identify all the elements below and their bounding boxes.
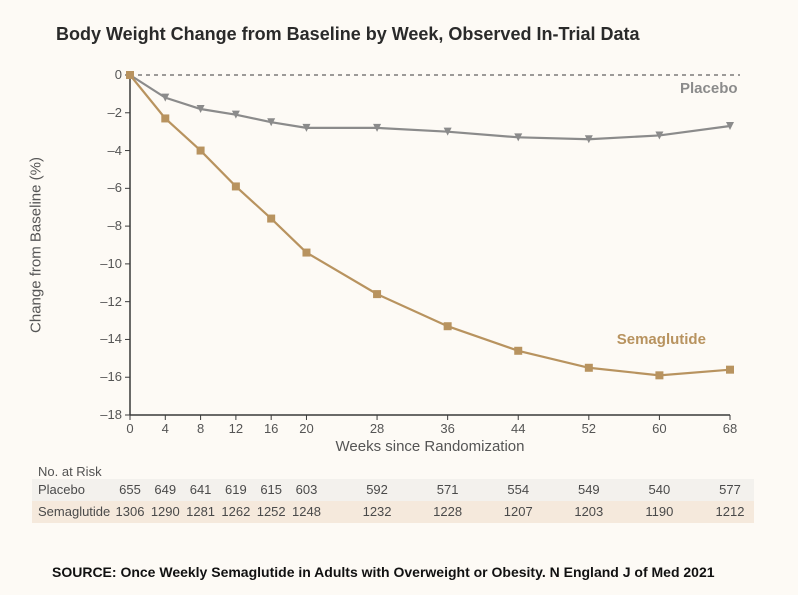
y-tick-label: –8 — [90, 218, 122, 233]
y-tick-label: 0 — [90, 67, 122, 82]
semaglutide-marker — [126, 71, 134, 79]
x-tick-label: 68 — [723, 421, 737, 436]
y-tick-label: –6 — [90, 180, 122, 195]
y-tick-label: –18 — [90, 407, 122, 422]
risk-cell: 1248 — [292, 504, 321, 519]
risk-cell: 1203 — [574, 504, 603, 519]
x-axis-label: Weeks since Randomization — [336, 438, 525, 455]
placebo-series-label: Placebo — [680, 80, 738, 97]
semaglutide-series-label: Semaglutide — [617, 331, 706, 348]
y-axis-label: Change from Baseline (%) — [28, 157, 45, 333]
x-tick-label: 44 — [511, 421, 525, 436]
risk-cell: 1262 — [221, 504, 250, 519]
risk-cell: 603 — [296, 482, 318, 497]
semaglutide-marker — [585, 364, 593, 372]
semaglutide-marker — [373, 290, 381, 298]
x-tick-label: 36 — [440, 421, 454, 436]
x-tick-label: 16 — [264, 421, 278, 436]
risk-cell: 1190 — [645, 504, 673, 519]
placebo-line — [130, 75, 730, 139]
risk-cell: 641 — [190, 482, 212, 497]
risk-cell: 554 — [507, 482, 529, 497]
plot-area — [130, 75, 730, 415]
semaglutide-marker — [726, 366, 734, 374]
x-tick-label: 60 — [652, 421, 666, 436]
semaglutide-marker — [232, 182, 240, 190]
risk-cell: 577 — [719, 482, 741, 497]
risk-cell: 615 — [260, 482, 282, 497]
semaglutide-marker — [197, 147, 205, 155]
risk-cell: 1212 — [716, 504, 745, 519]
x-tick-label: 20 — [299, 421, 313, 436]
x-tick-label: 12 — [229, 421, 243, 436]
y-tick-label: –10 — [90, 256, 122, 271]
risk-cell: 1232 — [363, 504, 392, 519]
risk-cell: 549 — [578, 482, 600, 497]
risk-cell: 1207 — [504, 504, 533, 519]
risk-cell: 655 — [119, 482, 141, 497]
risk-cell: 540 — [649, 482, 671, 497]
risk-table-header: No. at Risk — [38, 464, 102, 479]
x-tick-label: 52 — [582, 421, 596, 436]
y-tick-label: –16 — [90, 369, 122, 384]
risk-cell: 1306 — [116, 504, 145, 519]
chart-svg — [130, 75, 750, 425]
risk-row-label: Placebo — [38, 482, 85, 497]
semaglutide-marker — [444, 322, 452, 330]
y-tick-label: –12 — [90, 294, 122, 309]
chart-title: Body Weight Change from Baseline by Week… — [56, 24, 639, 45]
figure-container: Body Weight Change from Baseline by Week… — [0, 0, 798, 595]
risk-row-label: Semaglutide — [38, 504, 110, 519]
semaglutide-marker — [514, 347, 522, 355]
risk-cell: 1228 — [433, 504, 462, 519]
risk-cell: 571 — [437, 482, 459, 497]
risk-cell: 1252 — [257, 504, 286, 519]
x-tick-label: 28 — [370, 421, 384, 436]
y-tick-label: –4 — [90, 143, 122, 158]
source-citation: SOURCE: Once Weekly Semaglutide in Adult… — [52, 564, 715, 580]
y-tick-label: –14 — [90, 331, 122, 346]
semaglutide-marker — [161, 114, 169, 122]
semaglutide-marker — [302, 249, 310, 257]
semaglutide-marker — [267, 215, 275, 223]
risk-cell: 619 — [225, 482, 247, 497]
risk-cell: 592 — [366, 482, 388, 497]
y-tick-label: –2 — [90, 105, 122, 120]
risk-cell: 1281 — [186, 504, 215, 519]
risk-cell: 1290 — [151, 504, 180, 519]
x-tick-label: 4 — [162, 421, 169, 436]
x-tick-label: 8 — [197, 421, 204, 436]
semaglutide-marker — [655, 371, 663, 379]
risk-cell: 649 — [154, 482, 176, 497]
x-tick-label: 0 — [126, 421, 133, 436]
semaglutide-line — [130, 75, 730, 375]
